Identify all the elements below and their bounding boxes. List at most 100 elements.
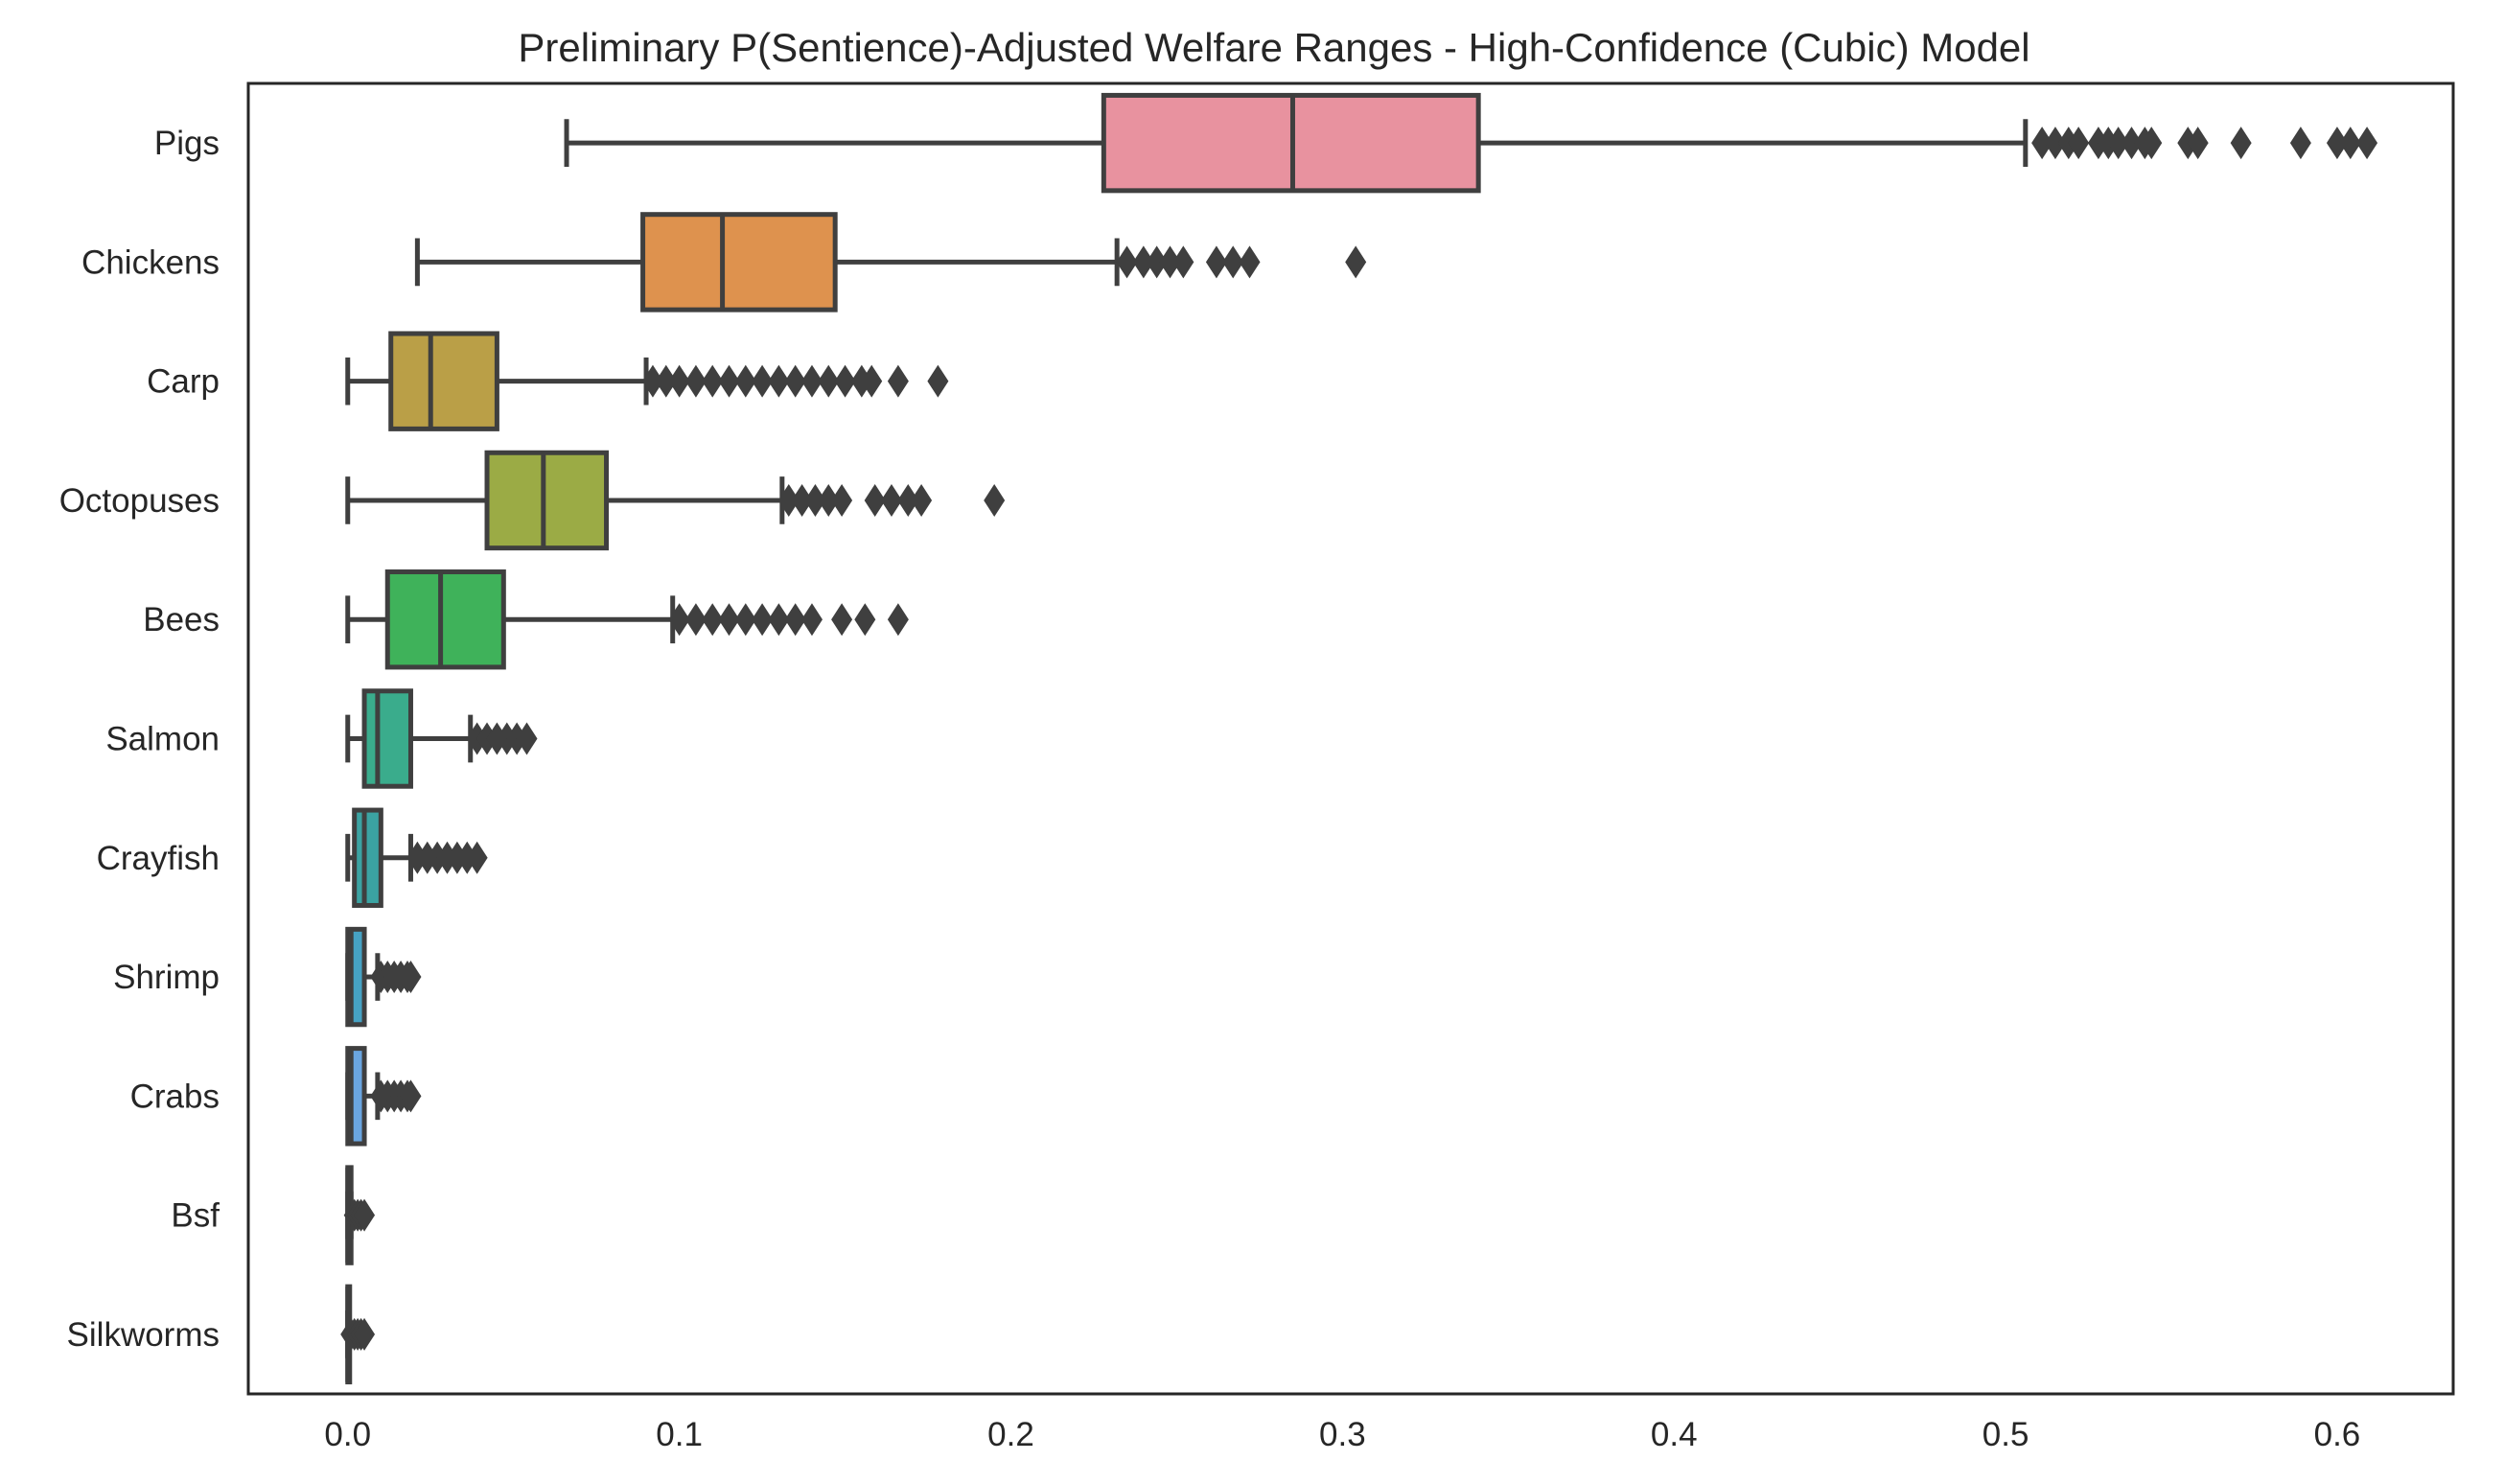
outlier-point	[854, 603, 876, 637]
outlier-point	[684, 603, 707, 637]
category-label: Shrimp	[113, 959, 220, 996]
outlier-point	[2031, 127, 2053, 160]
box	[361, 688, 413, 789]
outlier-point	[2044, 127, 2066, 160]
outlier-point	[1222, 245, 1244, 279]
outlier-point	[2141, 127, 2163, 160]
category-label: Salmon	[105, 721, 220, 758]
outlier-point	[864, 483, 886, 517]
outlier-point	[668, 364, 690, 398]
outlier-point	[800, 603, 823, 637]
outlier-point	[668, 603, 690, 637]
outlier-point	[516, 722, 538, 755]
outlier-point	[791, 483, 813, 517]
outlier-point	[777, 483, 800, 517]
outlier-point	[2230, 127, 2252, 160]
outlier-point	[2121, 127, 2143, 160]
outlier-point	[2339, 127, 2361, 160]
category-label: Silkworms	[67, 1316, 220, 1354]
outlier-point	[804, 483, 826, 517]
outlier-point	[887, 364, 909, 398]
outlier-point	[2289, 127, 2311, 160]
outlier-point	[702, 603, 724, 637]
outlier-point	[2187, 127, 2209, 160]
x-tick-label: 0.3	[1319, 1416, 1366, 1453]
outlier-point	[2107, 127, 2129, 160]
box-group	[345, 331, 949, 431]
outlier-point	[768, 603, 790, 637]
box-group	[345, 926, 422, 1028]
outlier-point	[2068, 127, 2090, 160]
box	[484, 450, 610, 551]
outlier-point	[887, 603, 909, 637]
box-group	[414, 212, 1367, 313]
outlier-point	[718, 603, 740, 637]
outlier-point	[702, 364, 724, 398]
x-tick-label: 0.2	[987, 1416, 1034, 1453]
outlier-point	[818, 483, 840, 517]
x-axis-ticks: 0.0 0.1 0.2 0.3 0.4 0.5 0.6	[324, 1416, 2360, 1453]
box	[384, 569, 506, 670]
outlier-point	[834, 364, 856, 398]
outlier-point	[897, 483, 919, 517]
outlier-point	[655, 364, 677, 398]
box-group	[564, 92, 2378, 194]
x-tick-label: 0.1	[656, 1416, 703, 1453]
outlier-point	[784, 364, 806, 398]
outlier-point	[1345, 245, 1367, 279]
box-group	[345, 1046, 422, 1147]
outlier-point	[768, 364, 790, 398]
box-group	[345, 450, 1006, 551]
x-tick-label: 0.5	[1982, 1416, 2029, 1453]
category-label: Bees	[143, 601, 220, 638]
outlier-point	[911, 483, 933, 517]
outlier-point	[752, 364, 774, 398]
category-label: Crayfish	[97, 840, 220, 877]
box-group	[340, 1284, 376, 1385]
outlier-point	[1172, 245, 1194, 279]
outlier-point	[752, 603, 774, 637]
outlier-point	[2326, 127, 2348, 160]
outlier-point	[718, 364, 740, 398]
outlier-point	[1132, 245, 1154, 279]
plot-frame	[246, 81, 2455, 1396]
box-group	[343, 1165, 376, 1265]
x-tick-label: 0.0	[324, 1416, 371, 1453]
outlier-point	[400, 1079, 422, 1113]
category-label: Carp	[147, 363, 220, 401]
box-group	[345, 807, 488, 908]
outlier-point	[684, 364, 707, 398]
outlier-point	[2356, 127, 2378, 160]
category-label: Bsf	[171, 1197, 220, 1235]
outlier-point	[354, 1198, 376, 1232]
outlier-point	[800, 364, 823, 398]
plot-area	[340, 92, 2378, 1385]
x-tick-label: 0.4	[1651, 1416, 1698, 1453]
box	[352, 807, 383, 908]
outlier-point	[1116, 245, 1138, 279]
outlier-point	[784, 603, 806, 637]
box-group	[345, 688, 538, 789]
outlier-point	[1146, 245, 1168, 279]
outlier-point	[641, 364, 663, 398]
outlier-point	[1205, 245, 1227, 279]
box	[640, 212, 838, 313]
outlier-point	[466, 841, 488, 874]
outlier-point	[734, 603, 756, 637]
outlier-point	[831, 603, 853, 637]
outlier-point	[818, 364, 840, 398]
outlier-point	[880, 483, 902, 517]
box-group	[345, 569, 909, 670]
outlier-point	[734, 364, 756, 398]
category-label: Chickens	[81, 243, 220, 281]
outlier-point	[831, 483, 853, 517]
category-label: Pigs	[154, 125, 220, 162]
outlier-point	[861, 364, 883, 398]
category-label: Crabs	[130, 1078, 220, 1115]
outlier-point	[1159, 245, 1181, 279]
y-axis-labels: Pigs Chickens Carp Octopuses Bees Salmon Crayf…	[59, 125, 220, 1354]
outlier-point	[1239, 245, 1261, 279]
outlier-point	[984, 483, 1006, 517]
box	[388, 331, 499, 431]
